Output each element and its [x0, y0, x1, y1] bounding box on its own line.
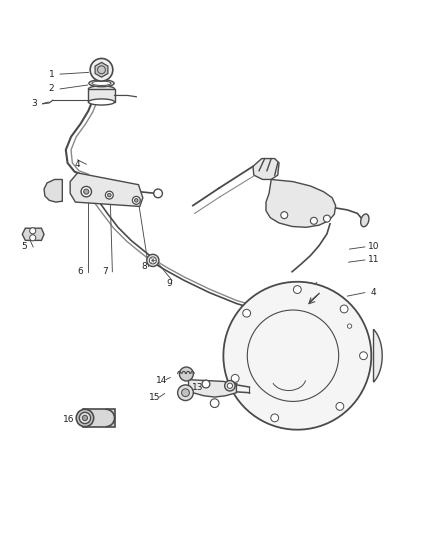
- Text: 7: 7: [102, 267, 108, 276]
- Polygon shape: [88, 89, 115, 102]
- Text: 8: 8: [141, 262, 147, 271]
- Circle shape: [30, 235, 36, 241]
- Polygon shape: [374, 329, 382, 382]
- Polygon shape: [44, 180, 62, 202]
- Circle shape: [202, 380, 210, 388]
- Text: 16: 16: [63, 415, 74, 424]
- Circle shape: [81, 187, 92, 197]
- Circle shape: [132, 197, 140, 204]
- Polygon shape: [22, 228, 44, 240]
- Circle shape: [225, 381, 235, 391]
- Text: 4: 4: [75, 160, 80, 169]
- Text: 4: 4: [371, 288, 376, 297]
- Circle shape: [293, 286, 301, 294]
- Ellipse shape: [92, 81, 111, 85]
- Text: 2: 2: [49, 84, 54, 93]
- Text: 10: 10: [368, 243, 379, 252]
- Circle shape: [178, 385, 193, 400]
- Circle shape: [210, 399, 219, 408]
- Text: 12: 12: [226, 381, 238, 390]
- Circle shape: [98, 66, 106, 74]
- Circle shape: [227, 383, 233, 389]
- Circle shape: [347, 324, 352, 328]
- Polygon shape: [95, 62, 108, 77]
- Text: 6: 6: [78, 267, 84, 276]
- Circle shape: [149, 257, 156, 264]
- Circle shape: [340, 305, 348, 313]
- Circle shape: [281, 212, 288, 219]
- Ellipse shape: [82, 415, 88, 421]
- Circle shape: [147, 254, 159, 266]
- Circle shape: [323, 215, 330, 222]
- Text: 3: 3: [31, 99, 37, 108]
- Circle shape: [108, 193, 111, 197]
- Circle shape: [30, 228, 36, 234]
- Polygon shape: [83, 409, 115, 426]
- Circle shape: [336, 402, 344, 410]
- Text: 5: 5: [21, 243, 27, 252]
- Ellipse shape: [79, 413, 91, 424]
- Text: 11: 11: [368, 255, 379, 264]
- Polygon shape: [266, 180, 336, 228]
- Text: 15: 15: [149, 393, 161, 402]
- Polygon shape: [253, 158, 279, 180]
- Ellipse shape: [76, 409, 94, 426]
- Circle shape: [180, 367, 193, 381]
- Circle shape: [311, 217, 318, 224]
- Circle shape: [106, 191, 113, 199]
- Circle shape: [360, 352, 367, 360]
- Circle shape: [271, 414, 279, 422]
- Circle shape: [134, 199, 138, 202]
- Text: 9: 9: [166, 279, 172, 287]
- Ellipse shape: [88, 86, 115, 92]
- Ellipse shape: [88, 99, 115, 105]
- Circle shape: [243, 309, 251, 317]
- Text: 1: 1: [49, 70, 54, 79]
- Circle shape: [154, 189, 162, 198]
- Circle shape: [231, 374, 239, 382]
- Text: 13: 13: [191, 383, 203, 392]
- Text: 14: 14: [156, 376, 167, 385]
- Polygon shape: [188, 379, 237, 397]
- Circle shape: [84, 189, 89, 194]
- Ellipse shape: [360, 214, 369, 227]
- Polygon shape: [223, 282, 371, 430]
- Ellipse shape: [89, 80, 114, 87]
- Circle shape: [90, 59, 113, 81]
- Polygon shape: [70, 173, 143, 206]
- Circle shape: [182, 389, 189, 397]
